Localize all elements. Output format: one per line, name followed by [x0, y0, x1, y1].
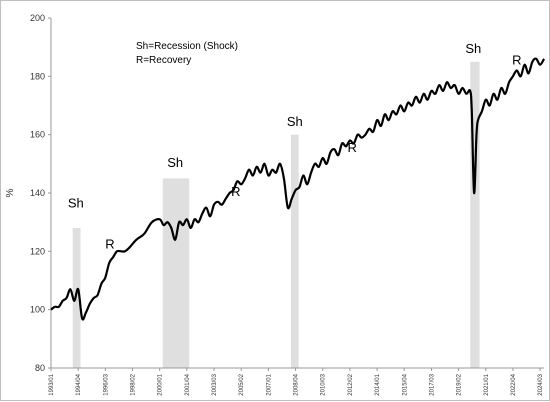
x-axis: 1993/01 1994/04 1996/03 1998/02 2000/01 2001/… — [49, 367, 544, 396]
y-tick-label-0: 80 — [35, 363, 45, 373]
x-tick-label-8: 2007/01 — [266, 373, 272, 395]
x-tick-label-2: 1996/03 — [103, 373, 109, 395]
x-tick-label-14: 2017/03 — [429, 373, 435, 395]
x-tick-label-16: 2021/01 — [484, 373, 490, 395]
y-axis-label: % — [5, 188, 16, 197]
shade-band-2 — [290, 134, 299, 368]
x-tick-label-13: 2015/04 — [402, 373, 408, 395]
x-tick-label-11: 2012/02 — [348, 373, 354, 395]
shock-label-6: Sh — [465, 41, 481, 56]
y-tick-label-3: 140 — [30, 188, 45, 198]
recovery-label-5: R — [348, 140, 357, 155]
series-line-0 — [50, 57, 545, 321]
x-tick-label-12: 2014/01 — [375, 373, 381, 395]
x-tick-label-4: 2000/01 — [158, 373, 164, 395]
x-tick-label-10: 2010/03 — [321, 373, 327, 395]
recovery-label-3: R — [231, 184, 240, 199]
shock-label-2: Sh — [167, 155, 183, 170]
y-tick-label-6: 200 — [30, 13, 45, 23]
x-tick-label-3: 1998/02 — [131, 373, 137, 395]
y-tick-label-1: 100 — [30, 305, 45, 315]
shaded-periods — [72, 61, 480, 368]
legend-recovery-text: R=Recovery — [136, 55, 191, 66]
legend-shock-text: Sh=Recession (Shock) — [136, 41, 238, 52]
y-tick-label-5: 180 — [30, 71, 45, 81]
x-tick-label-5: 2001/04 — [185, 373, 191, 395]
x-tick-label-6: 2003/03 — [212, 373, 218, 395]
x-tick-label-15: 2019/02 — [457, 373, 463, 395]
recovery-label-1: R — [105, 236, 114, 251]
annotations: Sh R Sh R Sh R Sh R — [68, 41, 522, 251]
y-tick-label-2: 120 — [30, 246, 45, 256]
recovery-label-7: R — [512, 53, 521, 68]
y-axis: 80 100 120 140 160 180 200 — [30, 13, 52, 373]
x-tick-label-9: 2008/04 — [294, 373, 300, 395]
x-tick-label-18: 2024/03 — [538, 373, 544, 395]
x-tick-label-7: 2005/02 — [239, 373, 245, 395]
shade-band-3 — [470, 61, 480, 368]
shock-label-0: Sh — [68, 196, 84, 211]
x-tick-label-0: 1993/01 — [49, 373, 55, 395]
x-tick-label-17: 2022/04 — [511, 373, 517, 395]
shade-band-1 — [162, 178, 190, 368]
series-layer — [50, 57, 545, 321]
shock-label-4: Sh — [287, 114, 303, 129]
shade-band-0 — [72, 228, 81, 368]
y-tick-label-4: 160 — [30, 130, 45, 140]
x-tick-label-1: 1994/04 — [76, 373, 82, 395]
